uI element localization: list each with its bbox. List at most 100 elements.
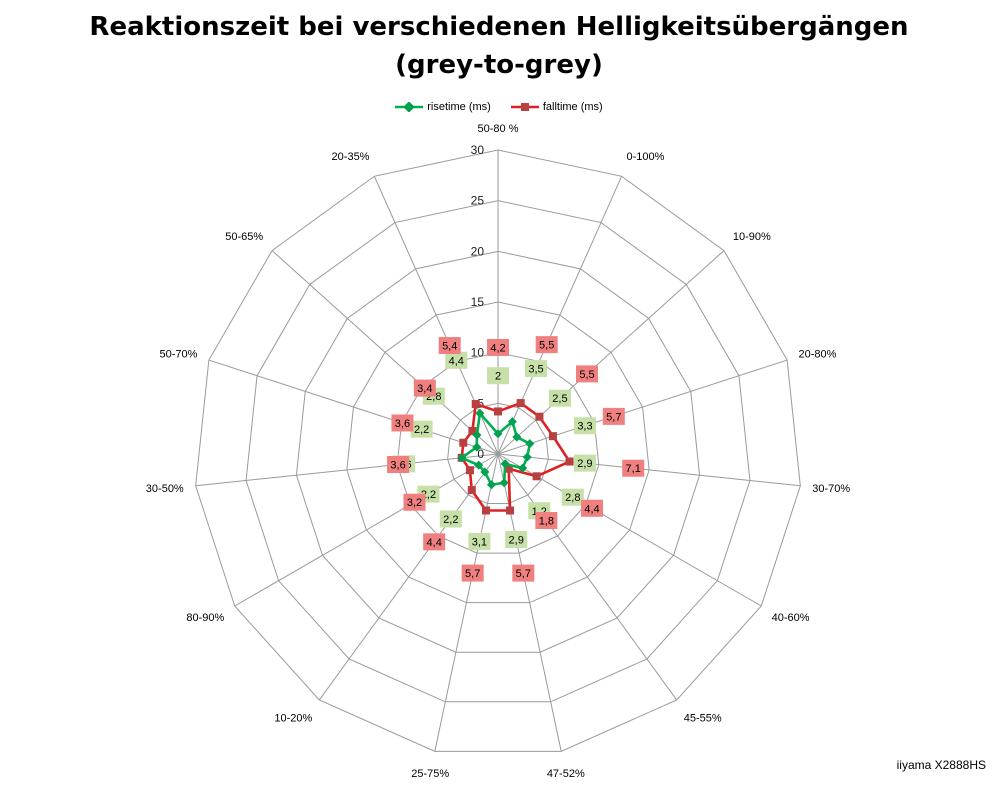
falltime-data-label-box xyxy=(387,456,410,474)
risetime-data-label: 2,8 xyxy=(565,492,580,504)
falltime-series-line xyxy=(460,401,571,512)
falltime-data-label: 4,4 xyxy=(584,503,599,515)
risetime-data-label: 3,5 xyxy=(528,364,543,376)
grid-ring-25 xyxy=(245,200,751,703)
falltime-point xyxy=(468,426,477,435)
falltime-data-label-box xyxy=(512,564,535,582)
grid-spoke xyxy=(208,359,499,455)
risetime-series-line xyxy=(460,411,532,487)
chart-title-line-2: (grey-to-grey) xyxy=(395,50,603,80)
category-label: 25-75% xyxy=(411,768,449,780)
risetime-data-label-box xyxy=(548,389,571,407)
category-label: 80-90% xyxy=(186,612,224,624)
category-label: 45-55% xyxy=(684,713,722,725)
tick-label: 10 xyxy=(471,346,485,360)
grid-spoke xyxy=(497,453,762,607)
category-label: 50-65% xyxy=(225,231,263,243)
category-label: 30-50% xyxy=(146,483,184,495)
risetime-point xyxy=(525,439,535,449)
data-labels: 23,52,53,32,92,81,22,93,12,22,23,62,22,8… xyxy=(387,336,645,582)
grid-spoke xyxy=(497,453,801,487)
risetime-data-label: 2,5 xyxy=(552,393,567,405)
falltime-point xyxy=(516,399,525,408)
category-label: 0-100% xyxy=(627,151,665,163)
risetime-data-label: 3,1 xyxy=(472,536,487,548)
radial-tick-labels: 0 5 10 15 20 25 30 xyxy=(471,143,485,461)
grid-spoke xyxy=(271,250,499,455)
risetime-data-label: 2 xyxy=(495,371,501,383)
falltime-data-label: 1,8 xyxy=(539,516,554,528)
falltime-data-label-box xyxy=(535,512,558,530)
grid-ring-20 xyxy=(295,250,701,653)
falltime-point xyxy=(467,486,476,495)
risetime-data-label: 3,3 xyxy=(577,421,592,433)
falltime-data-label-box xyxy=(487,338,509,356)
falltime-data-label-box xyxy=(423,533,446,551)
falltime-data-label: 5,7 xyxy=(465,568,480,580)
category-label: 50-80 % xyxy=(478,123,519,135)
risetime-data-label: 4,4 xyxy=(449,355,464,367)
category-label: 10-90% xyxy=(733,231,771,243)
legend-falltime-marker xyxy=(510,103,539,111)
category-labels: 50-80 % 0-100% 10-90% 20-80% 30-70% 40-60% 45-… xyxy=(146,123,851,780)
risetime-data-label-box xyxy=(573,417,596,435)
chart-title: Reaktionszeit bei verschiedenen Helligke… xyxy=(0,8,998,84)
grid-spoke xyxy=(497,359,788,455)
tick-label: 25 xyxy=(471,194,485,208)
grid-ring-30 xyxy=(195,149,801,752)
falltime-data-label: 5,4 xyxy=(442,341,457,353)
falltime-data-label: 3,4 xyxy=(417,383,432,395)
falltime-data-label-box xyxy=(438,337,461,355)
category-label: 20-80% xyxy=(799,348,837,360)
falltime-point xyxy=(565,457,574,466)
falltime-data-label-box xyxy=(413,379,436,397)
falltime-data-label-box xyxy=(461,564,484,582)
risetime-point xyxy=(486,480,496,490)
risetime-data-label: 2,2 xyxy=(443,514,458,526)
grid-ring-10 xyxy=(396,352,600,554)
falltime-data-label-box xyxy=(581,499,604,517)
falltime-point xyxy=(471,400,480,409)
falltime-data-label: 5,7 xyxy=(516,568,531,580)
falltime-data-label-box xyxy=(575,365,598,383)
category-label: 20-35% xyxy=(332,151,370,163)
risetime-data-label-box xyxy=(445,351,468,369)
falltime-data-label: 3,6 xyxy=(395,418,410,430)
falltime-point xyxy=(535,412,544,421)
risetime-data-label: 2,9 xyxy=(577,458,592,470)
falltime-data-label-box xyxy=(622,459,645,477)
risetime-data-label-box xyxy=(505,530,528,548)
legend-item-risetime: risetime (ms) xyxy=(395,101,491,113)
falltime-data-label: 5,7 xyxy=(606,411,621,423)
falltime-data-label-box xyxy=(391,414,414,432)
tick-label: 0 xyxy=(477,447,484,461)
category-label: 47-52% xyxy=(547,768,585,780)
risetime-point xyxy=(499,478,509,488)
tick-label: 20 xyxy=(471,244,485,258)
risetime-data-label-box xyxy=(573,454,596,472)
falltime-data-label: 4,2 xyxy=(490,342,505,354)
radar-grid xyxy=(195,149,801,752)
falltime-point xyxy=(532,472,541,481)
chart-title-line-1: Reaktionszeit bei verschiedenen Helligke… xyxy=(89,12,909,42)
legend-risetime-label: risetime (ms) xyxy=(427,101,491,113)
grid-spoke xyxy=(434,453,499,752)
risetime-data-label-box xyxy=(468,532,491,550)
falltime-point xyxy=(459,438,468,447)
falltime-data-label: 3,2 xyxy=(407,497,422,509)
watermark: iiyama X2888HS xyxy=(896,758,986,772)
falltime-data-label-box xyxy=(535,336,558,354)
risetime-data-label-box xyxy=(487,367,509,385)
legend-risetime-marker xyxy=(395,102,424,112)
risetime-data-label: 2,2 xyxy=(414,424,429,436)
grid-spoke xyxy=(497,176,623,455)
falltime-point xyxy=(548,432,557,441)
falltime-data-label-box xyxy=(602,407,625,425)
grid-spoke xyxy=(318,453,499,701)
tick-label: 5 xyxy=(477,396,484,410)
falltime-data-label: 7,1 xyxy=(626,463,641,475)
falltime-point xyxy=(504,464,513,473)
grid-ring-15 xyxy=(346,301,650,604)
grid-spoke xyxy=(234,453,499,607)
